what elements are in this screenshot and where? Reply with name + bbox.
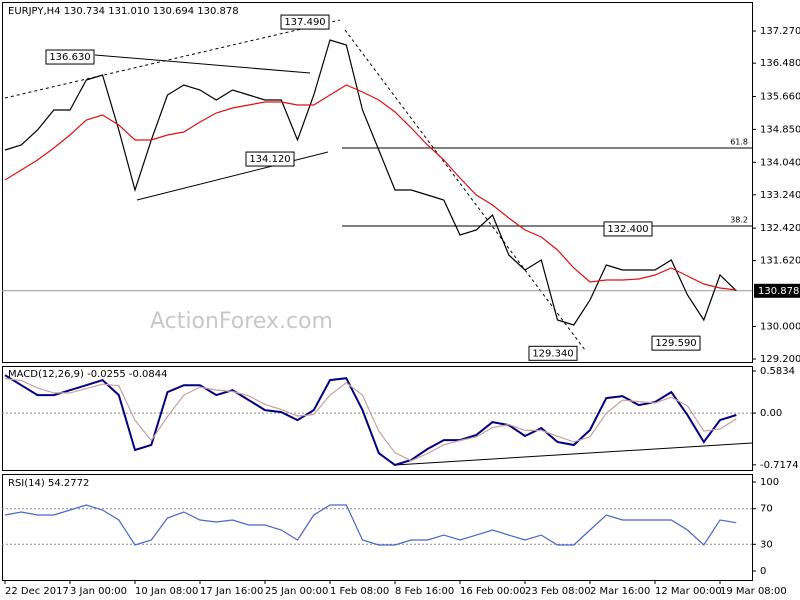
x-tick-label: 19 Mar 08:00 [720, 586, 787, 597]
y-tick-label: 129.200 [760, 354, 800, 365]
series-line [4, 39, 737, 326]
y-tick-label: 134.040 [760, 157, 800, 168]
annotation-box [45, 49, 95, 65]
x-tick-label: 25 Jan 00:00 [265, 586, 328, 597]
annotation-label: 132.400 [607, 224, 648, 235]
y-tick-label: 130.000 [760, 321, 800, 332]
x-tick-label: 16 Feb 00:00 [460, 586, 526, 597]
x-tick-label: 22 Dec 2017 [5, 586, 69, 597]
watermark: ActionForex.com [150, 309, 333, 334]
x-tick-label: 23 Feb 08:00 [525, 586, 591, 597]
y-tick-label: 135.660 [760, 91, 800, 102]
y-tick-label: 0 [760, 566, 766, 577]
annotation-label: 129.340 [532, 348, 573, 359]
series-line [4, 504, 737, 546]
annotation-box [651, 335, 701, 351]
y-tick-label: 133.240 [760, 190, 800, 201]
fib-label: 61.8 [730, 138, 748, 147]
price-panel [2, 2, 753, 363]
annotation-label: 136.630 [49, 52, 90, 63]
annotation-box [603, 221, 653, 237]
y-tick-label: 137.270 [760, 26, 800, 37]
x-tick-label: 17 Jan 16:00 [200, 586, 263, 597]
fib-label: 38.2 [730, 216, 748, 225]
y-tick-label: -0.7174 [760, 460, 799, 471]
trendline [344, 29, 586, 351]
last-price-box [754, 283, 800, 298]
chart-title: EURJPY,H4 130.734 131.010 130.694 130.87… [8, 6, 239, 17]
x-tick-label: 1 Feb 08:00 [330, 586, 389, 597]
annotation-label: 129.590 [655, 338, 696, 349]
annotation-box [280, 14, 330, 30]
series-line [4, 374, 737, 467]
annotation-label: 137.490 [284, 17, 325, 28]
annotation-box [528, 345, 578, 361]
trendline [136, 151, 329, 201]
y-tick-label: 131.620 [760, 256, 800, 267]
x-tick-label: 3 Jan 00:00 [70, 586, 127, 597]
rsi-title: RSI(14) 54.2772 [8, 478, 89, 489]
y-tick-label: 100 [760, 477, 779, 488]
series-line [4, 84, 737, 291]
y-tick-label: 136.480 [760, 58, 800, 69]
y-tick-label: 30 [760, 539, 773, 550]
series-line [4, 377, 737, 462]
last-price-label: 130.878 [758, 286, 799, 297]
x-tick-label: 8 Feb 16:00 [395, 586, 454, 597]
rsi-panel [2, 474, 753, 581]
y-tick-label: 0.5834 [760, 366, 795, 377]
y-tick-label: 0.00 [760, 408, 782, 419]
y-tick-label: 132.420 [760, 223, 800, 234]
trendline [94, 54, 311, 74]
y-tick-label: 70 [760, 504, 773, 515]
x-tick-label: 2 Mar 16:00 [590, 586, 650, 597]
annotation-box [245, 151, 295, 167]
x-tick-label: 10 Jan 08:00 [135, 586, 198, 597]
trendline [394, 442, 753, 466]
macd-title: MACD(12,26,9) -0.0255 -0.0844 [8, 369, 168, 380]
y-tick-label: 134.850 [760, 124, 800, 135]
macd-panel [2, 366, 753, 471]
x-tick-label: 12 Mar 00:00 [655, 586, 722, 597]
annotation-label: 134.120 [249, 154, 290, 165]
